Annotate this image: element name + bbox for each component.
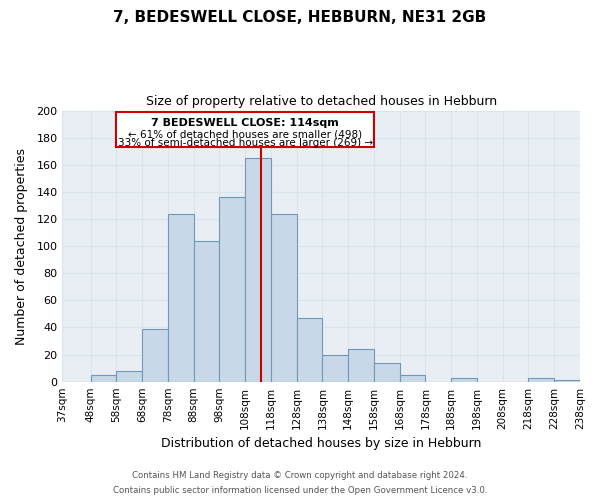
Bar bbox=[220, 198, 245, 382]
Bar bbox=[245, 158, 271, 382]
Bar bbox=[348, 349, 374, 382]
Bar bbox=[374, 362, 400, 382]
Y-axis label: Number of detached properties: Number of detached properties bbox=[15, 148, 28, 344]
Bar bbox=[400, 375, 425, 382]
Bar bbox=[271, 214, 296, 382]
Text: Contains HM Land Registry data © Crown copyright and database right 2024.: Contains HM Land Registry data © Crown c… bbox=[132, 471, 468, 480]
Bar bbox=[529, 378, 554, 382]
Bar bbox=[322, 354, 348, 382]
Bar bbox=[194, 240, 220, 382]
Text: ← 61% of detached houses are smaller (498): ← 61% of detached houses are smaller (49… bbox=[128, 130, 362, 140]
Text: 33% of semi-detached houses are larger (269) →: 33% of semi-detached houses are larger (… bbox=[118, 138, 373, 148]
Title: Size of property relative to detached houses in Hebburn: Size of property relative to detached ho… bbox=[146, 95, 497, 108]
X-axis label: Distribution of detached houses by size in Hebburn: Distribution of detached houses by size … bbox=[161, 437, 481, 450]
Text: 7 BEDESWELL CLOSE: 114sqm: 7 BEDESWELL CLOSE: 114sqm bbox=[151, 118, 339, 128]
Text: 7, BEDESWELL CLOSE, HEBBURN, NE31 2GB: 7, BEDESWELL CLOSE, HEBBURN, NE31 2GB bbox=[113, 10, 487, 25]
Bar bbox=[116, 371, 142, 382]
Text: Contains public sector information licensed under the Open Government Licence v3: Contains public sector information licen… bbox=[113, 486, 487, 495]
Bar bbox=[91, 375, 116, 382]
Bar bbox=[142, 329, 168, 382]
Bar bbox=[451, 378, 477, 382]
Bar bbox=[296, 318, 322, 382]
Bar bbox=[554, 380, 580, 382]
Bar bbox=[168, 214, 194, 382]
